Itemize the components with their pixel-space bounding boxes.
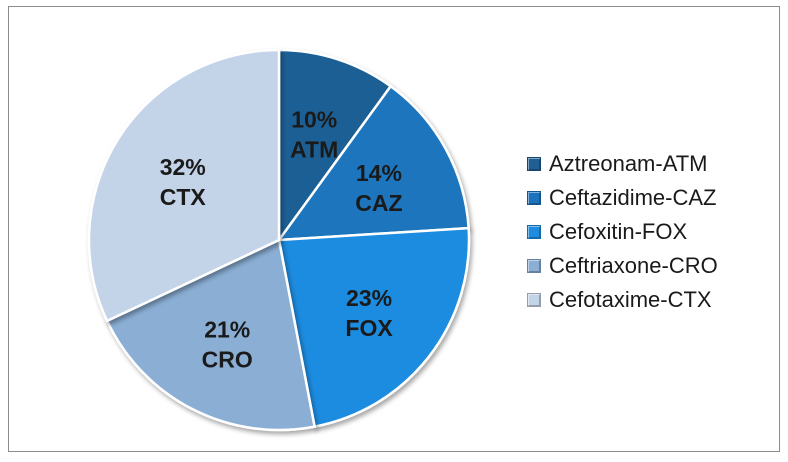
legend-label-aztreonam: Aztreonam-ATM xyxy=(549,151,708,176)
pie-slice-fox xyxy=(277,226,471,429)
slice-percent-atm: 10% xyxy=(291,107,337,133)
slice-percent-fox: 23% xyxy=(346,285,392,311)
legend-swatch-ceftazidime xyxy=(527,191,541,205)
slice-abbr-cro: CRO xyxy=(202,347,253,373)
slice-abbr-fox: FOX xyxy=(345,315,393,341)
legend-label-cefoxitin: Cefoxitin-FOX xyxy=(549,219,688,244)
legend-item-aztreonam: Aztreonam-ATM xyxy=(527,147,718,181)
pie-slice-ctx xyxy=(87,48,281,323)
slice-abbr-caz: CAZ xyxy=(355,190,402,216)
legend-swatch-cefoxitin xyxy=(527,225,541,239)
legend-swatch-aztreonam xyxy=(527,157,541,171)
pie-labels: 10% ATM 14% CAZ 23% FOX 21% CRO 32% CTX xyxy=(160,107,403,373)
legend-label-cefotaxime: Cefotaxime-CTX xyxy=(549,287,712,312)
pie-slice-atm xyxy=(277,48,393,244)
pie-slice-cro xyxy=(105,238,317,432)
legend-label-ceftriaxone: Ceftriaxone-CRO xyxy=(549,253,718,278)
pie-slice-caz xyxy=(276,84,470,242)
slice-abbr-atm: ATM xyxy=(290,137,338,163)
pie-chart: 10% ATM 14% CAZ 23% FOX 21% CRO 32% CTX xyxy=(87,48,471,432)
legend-label-ceftazidime: Ceftazidime-CAZ xyxy=(549,185,717,210)
legend-item-cefotaxime: Cefotaxime-CTX xyxy=(527,283,718,317)
legend-item-ceftriaxone: Ceftriaxone-CRO xyxy=(527,249,718,283)
legend-item-cefoxitin: Cefoxitin-FOX xyxy=(527,215,718,249)
slice-percent-caz: 14% xyxy=(356,160,402,186)
legend-item-ceftazidime: Ceftazidime-CAZ xyxy=(527,181,718,215)
chart-frame: 10% ATM 14% CAZ 23% FOX 21% CRO 32% CTX Aztreonam… xyxy=(8,6,780,452)
pie-slices xyxy=(87,48,471,432)
legend-swatch-cefotaxime xyxy=(527,293,541,307)
slice-percent-cro: 21% xyxy=(204,317,250,343)
legend: Aztreonam-ATM Ceftazidime-CAZ Cefoxitin-… xyxy=(527,147,718,317)
slice-abbr-ctx: CTX xyxy=(160,184,207,210)
slice-percent-ctx: 32% xyxy=(160,154,206,180)
legend-swatch-ceftriaxone xyxy=(527,259,541,273)
